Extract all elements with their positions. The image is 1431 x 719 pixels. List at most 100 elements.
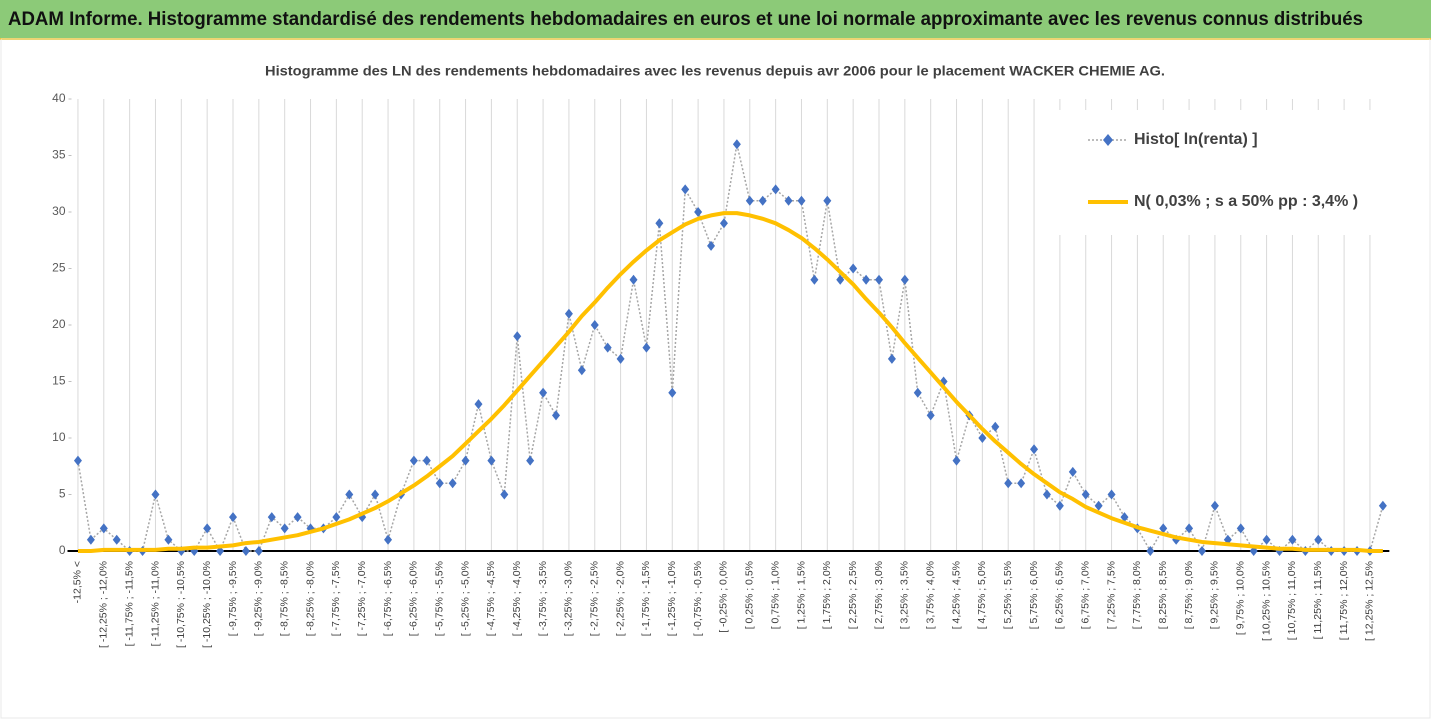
data-point <box>151 489 160 500</box>
x-tick-label: [ -6,25% ; -6,0% <box>408 561 420 636</box>
y-tick-label: 10 <box>52 430 66 444</box>
data-point <box>280 523 289 534</box>
data-point <box>758 195 767 206</box>
data-point <box>229 512 237 523</box>
data-point <box>603 342 612 353</box>
data-point <box>1198 546 1206 556</box>
x-tick-label: [ -0,75% ; -0,5% <box>692 561 704 636</box>
data-point <box>1068 466 1077 477</box>
legend-label: N( 0,03% ; s a 50% pp : 3,4% ) <box>1134 193 1358 210</box>
chart-title: Histogramme des LN des rendements hebdom… <box>265 63 1165 79</box>
data-point <box>1004 478 1013 489</box>
data-point <box>823 195 832 206</box>
data-point <box>913 387 922 398</box>
data-point <box>707 240 716 251</box>
data-point <box>513 331 522 342</box>
x-tick-label: [ -5,75% ; -5,5% <box>434 561 446 636</box>
x-tick-label: [ -3,75% ; -3,5% <box>537 561 549 636</box>
x-tick-label: [ -1,25% ; -1,0% <box>666 561 678 636</box>
data-point <box>500 489 509 500</box>
data-point <box>771 184 780 195</box>
data-point <box>332 512 341 523</box>
x-tick-label: [ 9,75% ; 10,0% <box>1235 561 1247 635</box>
data-point <box>900 274 909 285</box>
y-tick-label: 5 <box>59 487 66 501</box>
x-tick-label: [ -12,25% ; -12,0% <box>98 561 110 648</box>
data-point <box>1185 523 1194 534</box>
data-point <box>73 455 82 466</box>
x-tick-label: [ 12,25% ; 12,5% <box>1364 561 1376 641</box>
x-tick-label: [ 4,25% ; 4,5% <box>950 561 962 629</box>
legend-box <box>1058 110 1374 235</box>
x-tick-label: [ 5,75% ; 6,0% <box>1028 561 1040 629</box>
data-point <box>629 274 638 285</box>
legend-swatch <box>1103 134 1113 146</box>
data-point <box>1288 534 1297 545</box>
data-point <box>539 387 548 398</box>
data-point <box>655 218 664 229</box>
data-point <box>810 274 819 285</box>
data-point <box>293 512 302 523</box>
data-point <box>732 139 741 150</box>
data-point <box>991 421 1000 432</box>
x-tick-label: [ 11,75% ; 12,0% <box>1338 561 1350 640</box>
x-tick-label: [ 1,25% ; 1,5% <box>795 561 807 629</box>
data-point <box>719 218 728 229</box>
x-tick-label: [ -2,75% ; -2,5% <box>589 561 601 636</box>
data-point <box>241 546 250 556</box>
data-point <box>448 478 457 489</box>
data-point <box>1017 478 1026 489</box>
x-tick-label: [ 0,25% ; 0,5% <box>744 561 756 629</box>
data-point <box>86 534 95 545</box>
data-point <box>203 523 212 534</box>
data-point <box>371 489 380 500</box>
x-tick-label: [ -8,25% ; -8,0% <box>304 561 316 636</box>
data-point <box>978 433 987 443</box>
data-point <box>552 410 560 421</box>
x-tick-label: [ -3,25% ; -3,0% <box>563 561 575 636</box>
data-point <box>1314 534 1323 545</box>
x-tick-label: [ 9,25% ; 9,5% <box>1209 561 1221 629</box>
y-tick-label: 15 <box>52 374 66 388</box>
x-tick-label: [ 3,25% ; 3,5% <box>899 561 911 629</box>
x-tick-label: [ -8,75% ; -8,5% <box>278 561 290 636</box>
data-point <box>577 365 586 376</box>
x-tick-label: [ -11,75% ; -11,5% <box>123 561 135 646</box>
x-tick-label: [ -4,25% ; -4,0% <box>511 561 523 636</box>
data-point <box>1120 512 1129 523</box>
data-point <box>112 534 121 545</box>
data-point <box>487 455 496 466</box>
x-tick-label: [ 2,25% ; 2,5% <box>847 561 859 629</box>
legend-label: Histo[ ln(renta) ] <box>1134 131 1258 148</box>
x-tick-label: [ 5,25% ; 5,5% <box>1002 561 1014 629</box>
x-tick-label: [ 10,75% ; 11,0% <box>1286 561 1298 640</box>
data-point <box>797 195 806 206</box>
data-point <box>926 410 935 421</box>
data-point <box>668 387 677 398</box>
data-point <box>422 455 431 466</box>
data-point <box>1094 500 1103 511</box>
x-tick-label: [ 3,75% ; 4,0% <box>924 561 936 629</box>
x-tick-label: [ -9,25% ; -9,0% <box>253 561 265 636</box>
x-tick-label: [ 7,75% ; 8,0% <box>1131 561 1143 629</box>
x-tick-label: [ -7,75% ; -7,5% <box>330 561 342 636</box>
header-band <box>0 0 1431 38</box>
x-tick-label: [ -2,25% ; -2,0% <box>614 561 626 636</box>
x-tick-label: [ -1,75% ; -1,5% <box>640 561 652 636</box>
y-tick-label: 0 <box>59 543 66 557</box>
x-tick-label: [ 2,75% ; 3,0% <box>873 561 885 629</box>
data-point <box>474 399 483 410</box>
x-tick-label: [ 6,75% ; 7,0% <box>1080 561 1092 629</box>
x-tick-label: [ 0,75% ; 1,0% <box>769 561 781 629</box>
data-point <box>345 489 354 500</box>
x-tick-label: [ -0,25% ; 0,0% <box>718 561 730 633</box>
data-point <box>1236 523 1245 534</box>
x-tick-label: [ 4,75% ; 5,0% <box>976 561 988 629</box>
data-point <box>1107 489 1116 500</box>
x-tick-label: [ 10,25% ; 10,5% <box>1260 561 1272 641</box>
y-tick-label: 35 <box>52 148 66 162</box>
frame <box>0 38 1431 719</box>
x-tick-label: [ 8,25% ; 8,5% <box>1157 561 1169 629</box>
x-tick-label: [ 7,25% ; 7,5% <box>1105 561 1117 629</box>
